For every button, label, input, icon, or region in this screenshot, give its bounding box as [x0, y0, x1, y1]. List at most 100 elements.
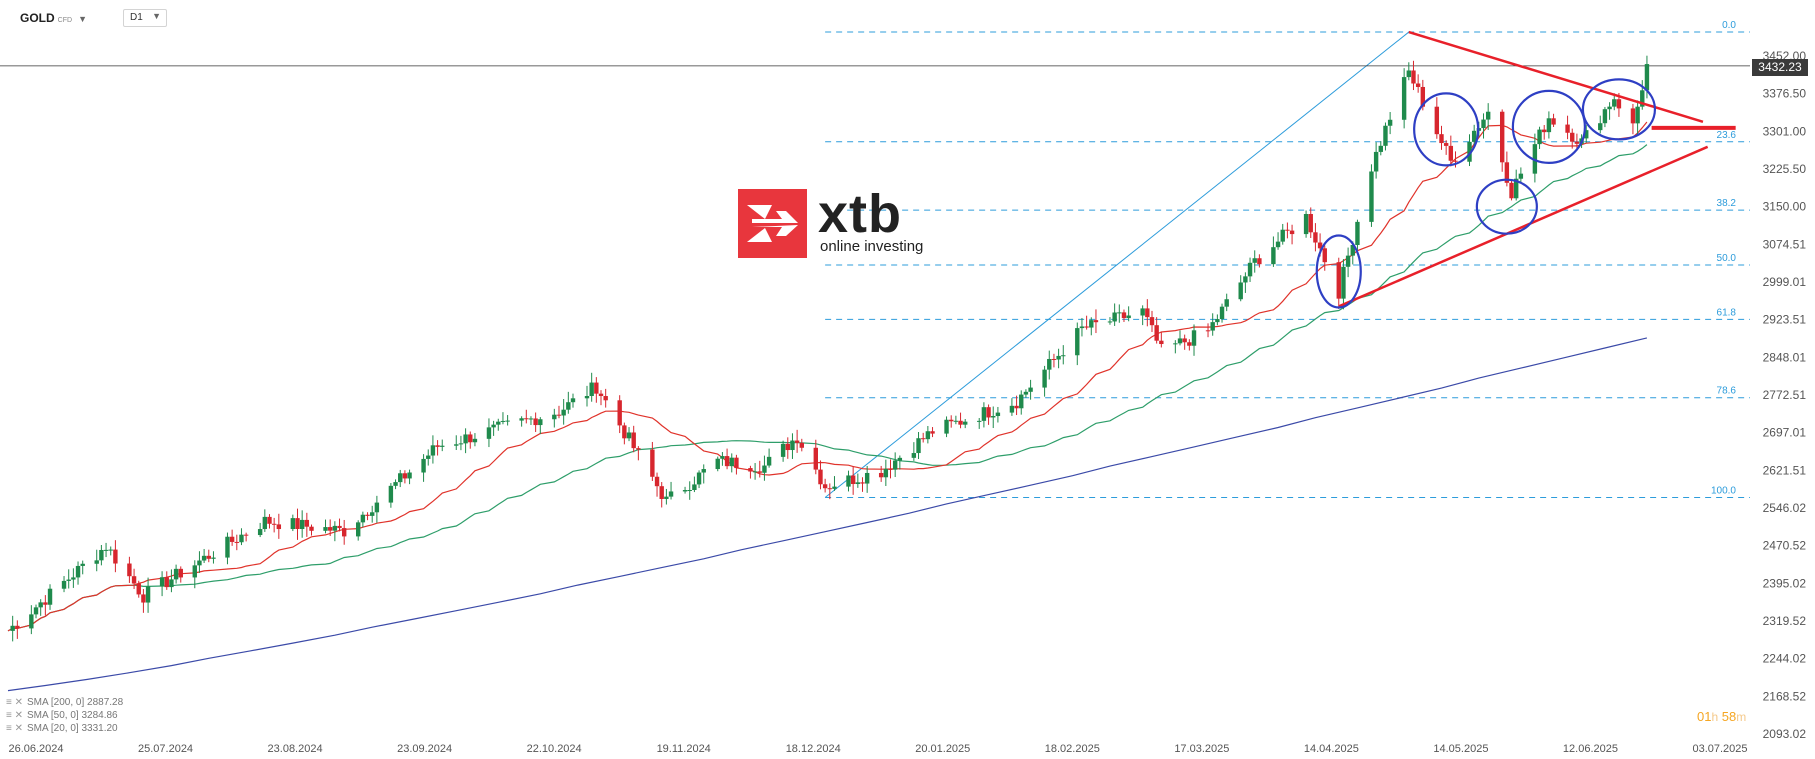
candle-body	[365, 514, 370, 516]
candle-body	[407, 472, 412, 479]
y-tick-label: 3074.51	[1763, 237, 1807, 251]
logo-tagline: online investing	[820, 238, 924, 255]
candle-body	[271, 523, 277, 525]
candle-body	[332, 525, 338, 531]
candle-body	[257, 529, 263, 536]
candle-body	[1042, 369, 1047, 388]
candle-body	[1177, 338, 1183, 344]
candle-body	[1159, 340, 1164, 345]
candle-body	[211, 557, 216, 559]
candle-body	[145, 586, 151, 603]
candle-body	[832, 486, 837, 489]
candle-body	[472, 438, 478, 443]
legend-item-sma20[interactable]: ≡ ✕ SMA [20, 0] 3331.20	[6, 722, 123, 735]
candle-body	[131, 576, 137, 584]
candle-body	[1014, 405, 1019, 409]
candle-body	[1224, 299, 1229, 307]
candle-body	[463, 434, 468, 444]
candle-body	[197, 560, 202, 566]
y-tick-label: 2168.52	[1763, 689, 1807, 703]
candle-body	[1514, 178, 1519, 199]
candle-body	[766, 456, 772, 466]
candle-body	[458, 443, 464, 445]
candle-body	[780, 443, 786, 457]
legend-item-sma50[interactable]: ≡ ✕ SMA [50, 0] 3284.86	[6, 709, 123, 722]
x-tick-label: 14.05.2025	[1433, 743, 1488, 755]
legend-item-sma200[interactable]: ≡ ✕ SMA [200, 0] 2887.28	[6, 696, 123, 709]
candle-body	[1126, 315, 1131, 319]
candle-body	[1280, 229, 1285, 242]
candle-body	[1205, 330, 1211, 332]
timer-hours: 01	[1697, 709, 1712, 724]
candle-body	[1499, 111, 1505, 163]
candle-body	[963, 421, 968, 425]
settings-icon[interactable]: ≡ ✕	[6, 697, 23, 708]
settings-icon[interactable]: ≡ ✕	[6, 723, 23, 734]
symbol-selector[interactable]: GOLD CFD ▼	[20, 11, 87, 25]
y-tick-label: 2093.02	[1763, 727, 1807, 741]
candle-body	[892, 460, 898, 470]
candle-body	[1635, 106, 1640, 124]
candle-body	[552, 414, 557, 420]
candle-body	[631, 432, 636, 449]
settings-icon[interactable]: ≡ ✕	[6, 710, 23, 721]
candle-body	[1570, 132, 1575, 142]
candle-body	[327, 527, 333, 531]
candle-body	[762, 465, 767, 473]
candle-body	[66, 579, 71, 581]
candle-body	[636, 448, 641, 450]
candle-body	[1420, 86, 1426, 107]
candle-body	[421, 458, 426, 473]
candle-body	[794, 440, 800, 443]
candle-body	[1537, 129, 1542, 145]
candle-body	[1532, 144, 1538, 174]
y-tick-label: 2621.51	[1763, 463, 1807, 477]
candle-body	[201, 555, 207, 561]
resistance-trendline	[1408, 30, 1704, 124]
y-tick-label: 3301.00	[1763, 124, 1807, 138]
candle-body	[1182, 338, 1187, 343]
x-tick-label: 25.07.2024	[138, 743, 193, 755]
candle-body	[486, 427, 492, 439]
timeframe-selector[interactable]: D1 ▼	[123, 9, 167, 27]
logo-wordmark: xtb	[818, 184, 902, 244]
candle-body	[528, 418, 534, 420]
candle-body	[916, 438, 921, 454]
candle-body	[1453, 160, 1458, 162]
sma20-line	[7, 121, 1648, 632]
fib-level-label: 100.0	[1711, 486, 1736, 497]
candle-body	[1257, 258, 1262, 265]
candle-body	[398, 473, 403, 483]
candle-body	[1630, 108, 1636, 124]
candle-body	[290, 518, 296, 530]
symbol-label: GOLD	[20, 11, 55, 25]
candle-body	[505, 420, 510, 422]
candle-body	[1350, 244, 1355, 256]
candle-body	[10, 625, 15, 631]
x-tick-label: 03.07.2025	[1692, 743, 1747, 755]
candle-body	[1051, 358, 1057, 360]
candle-body	[1467, 141, 1472, 162]
candle-body	[864, 472, 870, 484]
candle-body	[1317, 242, 1323, 249]
candle-body	[141, 594, 146, 603]
candle-body	[1019, 394, 1024, 409]
candle-body	[995, 412, 1001, 417]
candle-body	[164, 577, 169, 588]
candle-body	[1191, 330, 1197, 346]
candle-body	[1485, 111, 1491, 120]
candle-body	[1373, 151, 1379, 172]
candle-body	[388, 485, 394, 503]
y-tick-label: 2319.52	[1763, 614, 1807, 628]
candle-body	[136, 583, 141, 595]
candle-body	[1075, 328, 1080, 356]
y-tick-label: 2697.01	[1763, 426, 1807, 440]
candle-body	[159, 577, 165, 587]
y-tick-label: 2772.51	[1763, 388, 1807, 402]
candle-body	[860, 482, 865, 484]
candle-body	[1275, 241, 1281, 248]
candle-body	[878, 472, 884, 478]
candle-body	[855, 482, 861, 485]
candle-body	[1602, 109, 1608, 124]
